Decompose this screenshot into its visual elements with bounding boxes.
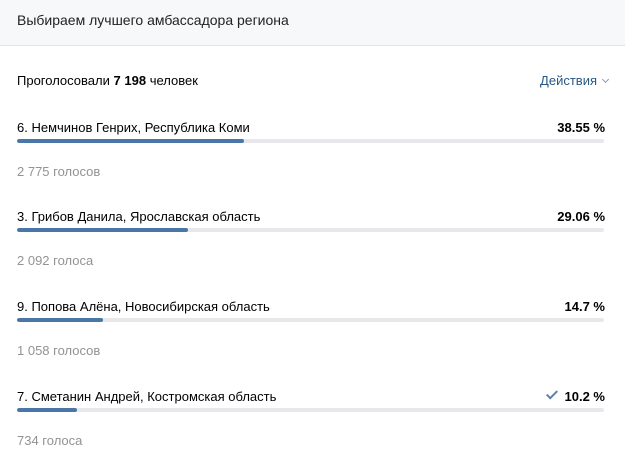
option-progress-bar: [17, 318, 604, 322]
option-name: 3. Грибов Данила, Ярославская область: [17, 209, 261, 224]
poll-option[interactable]: 9. Попова Алёна, Новосибирская область 1…: [17, 298, 605, 378]
option-progress-bar: [17, 408, 604, 412]
poll-option[interactable]: 3. Грибов Данила, Ярославская область 29…: [17, 208, 605, 288]
chevron-down-icon: [601, 75, 610, 84]
progress-fill: [17, 228, 188, 232]
option-name: 7. Сметанин Андрей, Костромская область: [17, 389, 277, 404]
poll-option[interactable]: 6. Немчинов Генрих, Республика Коми 38.5…: [17, 119, 605, 199]
option-votes: 734 голоса: [17, 433, 83, 448]
option-votes: 2 775 голосов: [17, 164, 101, 179]
option-percent: 14.7 %: [565, 298, 605, 316]
poll-title: Выбираем лучшего амбассадора региона: [17, 12, 289, 28]
option-name: 6. Немчинов Генрих, Республика Коми: [17, 120, 250, 135]
progress-fill: [17, 408, 77, 412]
percent-label: 29.06 %: [557, 209, 605, 224]
poll-header: Выбираем лучшего амбассадора региона: [0, 0, 625, 46]
percent-label: 14.7 %: [564, 299, 605, 314]
option-percent: 10.2 %: [545, 387, 605, 406]
actions-label: Действия: [540, 73, 597, 88]
option-progress-bar: [17, 139, 604, 143]
option-percent: 38.55 %: [557, 119, 605, 137]
percent-label: 10.2 %: [564, 389, 605, 404]
progress-fill: [17, 139, 244, 143]
option-votes: 1 058 голосов: [17, 343, 101, 358]
option-name: 9. Попова Алёна, Новосибирская область: [17, 299, 270, 314]
voted-prefix: Проголосовали: [17, 73, 110, 88]
voted-count: 7 198: [113, 73, 147, 88]
percent-label: 38.55 %: [557, 120, 605, 135]
poll-summary: Проголосовали 7 198 человек Действия: [17, 72, 610, 90]
voted-suffix: человек: [149, 73, 198, 88]
actions-dropdown[interactable]: Действия: [540, 72, 610, 90]
progress-fill: [17, 318, 104, 322]
check-icon: [545, 387, 558, 400]
option-progress-bar: [17, 228, 604, 232]
option-percent: 29.06 %: [557, 208, 605, 226]
option-votes: 2 092 голоса: [17, 253, 94, 268]
poll-option[interactable]: 7. Сметанин Андрей, Костромская область …: [17, 387, 605, 468]
